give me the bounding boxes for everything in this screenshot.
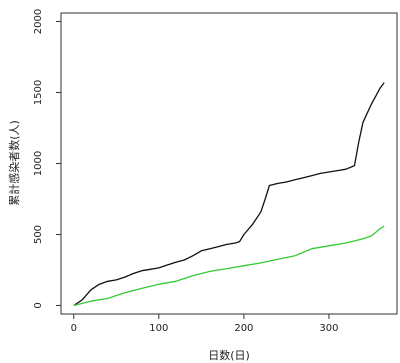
x-axis: 0 100 200 300 bbox=[71, 314, 338, 334]
x-tick-label: 300 bbox=[319, 323, 338, 334]
y-tick-label: 2000 bbox=[33, 9, 44, 34]
y-tick-label: 1500 bbox=[33, 80, 44, 105]
series-layer bbox=[73, 82, 385, 307]
x-tick-label: 200 bbox=[234, 323, 253, 334]
series-line-1 bbox=[73, 82, 385, 307]
x-axis-label: 日数(日) bbox=[208, 349, 250, 362]
y-tick-label: 500 bbox=[33, 225, 44, 244]
y-tick-label: 0 bbox=[33, 302, 44, 308]
y-axis-label: 累計感染者数(人) bbox=[7, 120, 21, 206]
x-tick-label: 100 bbox=[149, 323, 168, 334]
x-tick-label: 0 bbox=[71, 323, 77, 334]
y-axis: 0 500 1000 1500 2000 bbox=[33, 9, 61, 309]
series-line-2 bbox=[73, 225, 385, 307]
y-tick-label: 1000 bbox=[33, 151, 44, 176]
